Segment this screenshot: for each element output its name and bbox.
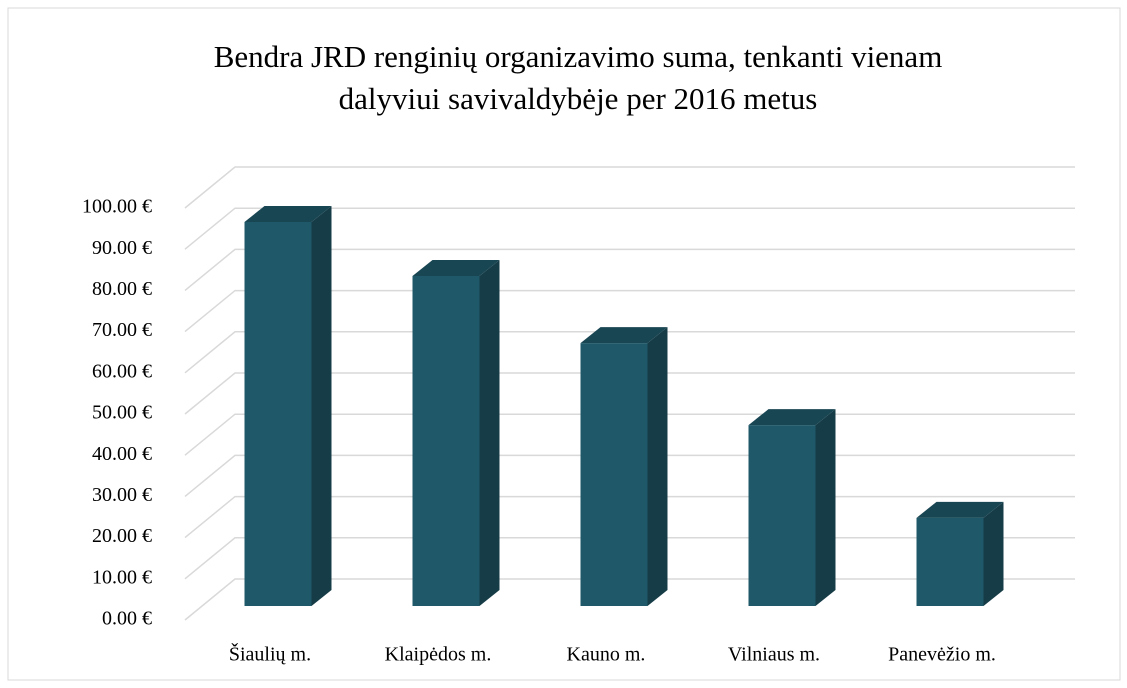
y-tick-label: 40.00 € [92,443,152,465]
x-tick-label: Vilniaus m. [728,644,820,666]
y-tick-label: 30.00 € [92,484,152,506]
chart-subtitle: dalyviui savivaldybėje per 2016 metus [339,81,818,116]
bar-top [748,409,836,426]
bar-side [815,409,836,606]
bar [580,327,668,606]
x-tick-label: Šiaulių m. [229,642,311,666]
y-tick-label: 70.00 € [92,319,152,341]
grid-line [184,207,1075,250]
x-tick-label: Kauno m. [567,644,646,666]
y-tick-label: 10.00 € [92,566,152,588]
bar-front [916,517,984,606]
y-tick-label: 80.00 € [92,278,152,300]
grid-line [184,331,1075,374]
y-tick-label: 60.00 € [92,360,152,382]
bar [412,259,500,606]
bar [244,206,332,607]
bar [916,501,1004,606]
bar-top [412,259,500,276]
bar-front [748,425,816,606]
y-tick-label: 20.00 € [92,525,152,547]
bar-side [311,206,332,607]
bar-top [916,501,1004,518]
bar-side [983,501,1004,606]
bar-front [244,222,312,607]
bar-front [580,343,648,606]
y-tick-label: 50.00 € [92,402,152,424]
y-tick-label: 90.00 € [92,237,152,259]
bar-top [580,327,668,344]
bar-top [244,206,332,223]
grid-line [184,166,1075,209]
y-tick-label: 0.00 € [102,608,152,630]
bar-front [412,275,480,606]
x-tick-label: Panevėžio m. [888,644,996,666]
y-tick-label: 100.00 € [82,196,152,218]
grid-line [184,248,1075,291]
grid-line [184,289,1075,333]
x-tick-label: Klaipėdos m. [385,644,492,666]
chart-title: Bendra JRD renginių organizavimo suma, t… [214,39,943,74]
grid-line [184,372,1075,415]
bar-side [479,259,500,606]
bar [748,409,836,606]
bar-side [647,327,668,606]
